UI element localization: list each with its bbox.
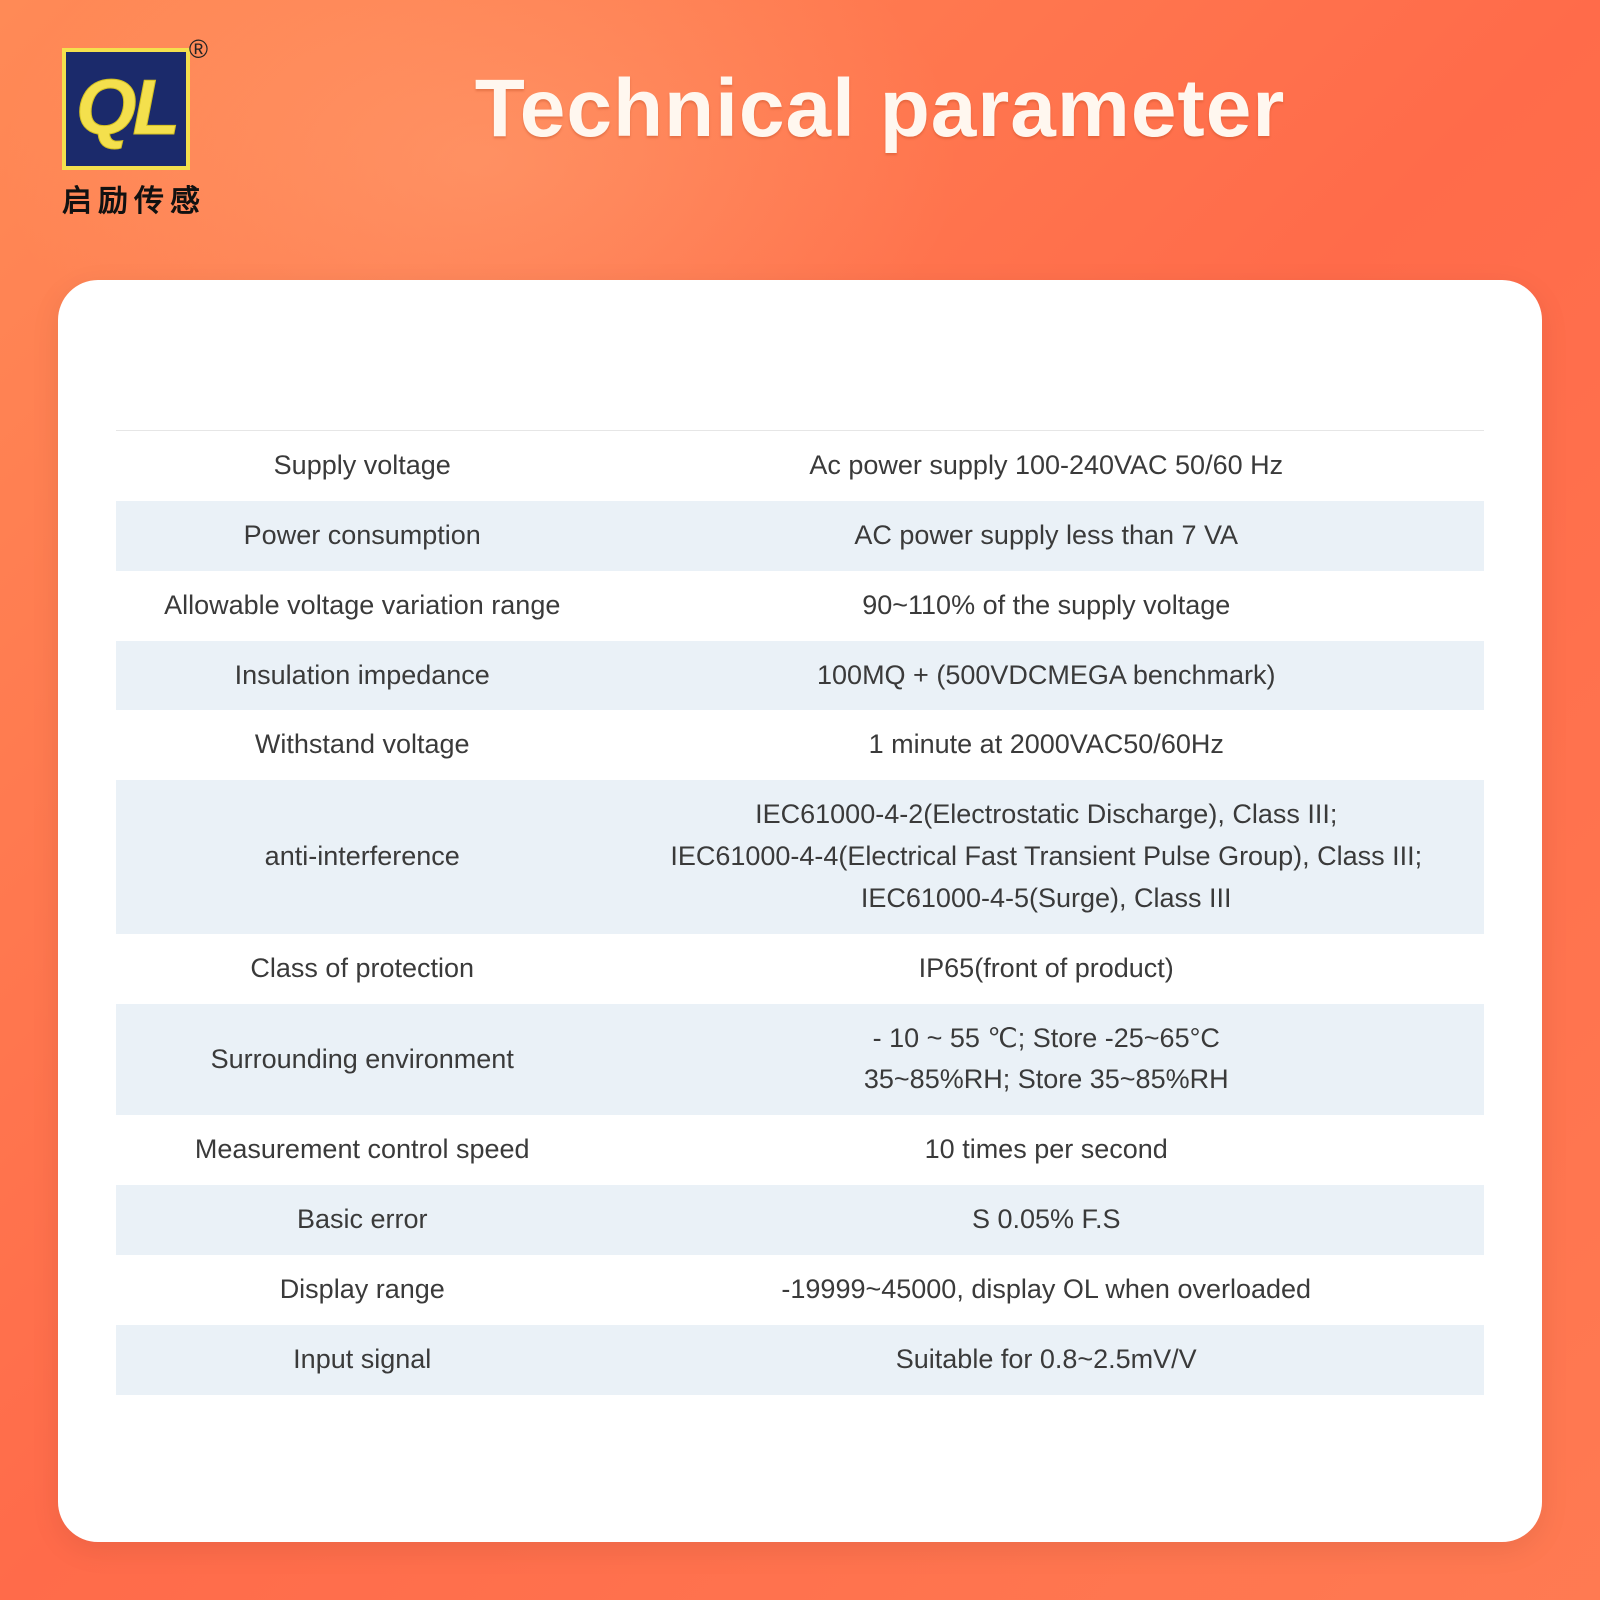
spec-value-line: S 0.05% F.S xyxy=(618,1199,1474,1241)
spec-label: Display range xyxy=(116,1255,608,1325)
spec-value: -19999~45000, display OL when overloaded xyxy=(608,1255,1484,1325)
spec-value-line: IP65(front of product) xyxy=(618,948,1474,990)
spec-label: Surrounding environment xyxy=(116,1004,608,1116)
spec-label: anti-interference xyxy=(116,780,608,934)
table-row: Class of protectionIP65(front of product… xyxy=(116,934,1484,1004)
spec-value: 100MQ + (500VDCMEGA benchmark) xyxy=(608,641,1484,711)
spec-value: S 0.05% F.S xyxy=(608,1185,1484,1255)
spec-value: Suitable for 0.8~2.5mV/V xyxy=(608,1325,1484,1395)
spec-value-line: 35~85%RH; Store 35~85%RH xyxy=(618,1059,1474,1101)
spec-value: IEC61000-4-2(Electrostatic Discharge), C… xyxy=(608,780,1484,934)
spec-label: Withstand voltage xyxy=(116,710,608,780)
spec-value-line: Suitable for 0.8~2.5mV/V xyxy=(618,1339,1474,1381)
spec-value-line: -19999~45000, display OL when overloaded xyxy=(618,1269,1474,1311)
spec-value-line: IEC61000-4-2(Electrostatic Discharge), C… xyxy=(618,794,1474,836)
spec-table: Supply voltageAc power supply 100-240VAC… xyxy=(116,430,1484,1395)
spec-card: Supply voltageAc power supply 100-240VAC… xyxy=(58,280,1542,1542)
spec-value: 1 minute at 2000VAC50/60Hz xyxy=(608,710,1484,780)
table-row: Measurement control speed10 times per se… xyxy=(116,1115,1484,1185)
brand-logo-subtext: 启励传感 xyxy=(62,176,206,220)
spec-value: 10 times per second xyxy=(608,1115,1484,1185)
table-row: Basic errorS 0.05% F.S xyxy=(116,1185,1484,1255)
table-row: Supply voltageAc power supply 100-240VAC… xyxy=(116,431,1484,501)
table-row: Input signalSuitable for 0.8~2.5mV/V xyxy=(116,1325,1484,1395)
table-row: Withstand voltage1 minute at 2000VAC50/6… xyxy=(116,710,1484,780)
table-row: Surrounding environment- 10 ~ 55 ℃; Stor… xyxy=(116,1004,1484,1116)
spec-value: Ac power supply 100-240VAC 50/60 Hz xyxy=(608,431,1484,501)
spec-value-line: 90~110% of the supply voltage xyxy=(618,585,1474,627)
spec-label: Class of protection xyxy=(116,934,608,1004)
spec-value-line: Ac power supply 100-240VAC 50/60 Hz xyxy=(618,445,1474,487)
spec-value: IP65(front of product) xyxy=(608,934,1484,1004)
spec-value-line: AC power supply less than 7 VA xyxy=(618,515,1474,557)
page-title: Technical parameter xyxy=(0,62,1600,156)
table-row: Display range-19999~45000, display OL wh… xyxy=(116,1255,1484,1325)
spec-label: Allowable voltage variation range xyxy=(116,571,608,641)
registered-icon: ® xyxy=(189,34,208,65)
spec-label: Power consumption xyxy=(116,501,608,571)
spec-value-line: 100MQ + (500VDCMEGA benchmark) xyxy=(618,655,1474,697)
spec-value-line: 1 minute at 2000VAC50/60Hz xyxy=(618,724,1474,766)
spec-value-line: - 10 ~ 55 ℃; Store -25~65°C xyxy=(618,1018,1474,1060)
spec-label: Basic error xyxy=(116,1185,608,1255)
table-row: anti-interferenceIEC61000-4-2(Electrosta… xyxy=(116,780,1484,934)
table-row: Insulation impedance100MQ + (500VDCMEGA … xyxy=(116,641,1484,711)
spec-label: Insulation impedance xyxy=(116,641,608,711)
spec-value-line: IEC61000-4-4(Electrical Fast Transient P… xyxy=(618,836,1474,878)
spec-label: Supply voltage xyxy=(116,431,608,501)
spec-label: Input signal xyxy=(116,1325,608,1395)
table-row: Power consumptionAC power supply less th… xyxy=(116,501,1484,571)
spec-value: - 10 ~ 55 ℃; Store -25~65°C35~85%RH; Sto… xyxy=(608,1004,1484,1116)
spec-table-body: Supply voltageAc power supply 100-240VAC… xyxy=(116,431,1484,1395)
spec-value: 90~110% of the supply voltage xyxy=(608,571,1484,641)
table-row: Allowable voltage variation range90~110%… xyxy=(116,571,1484,641)
spec-value: AC power supply less than 7 VA xyxy=(608,501,1484,571)
spec-label: Measurement control speed xyxy=(116,1115,608,1185)
spec-value-line: 10 times per second xyxy=(618,1129,1474,1171)
spec-value-line: IEC61000-4-5(Surge), Class III xyxy=(618,878,1474,920)
